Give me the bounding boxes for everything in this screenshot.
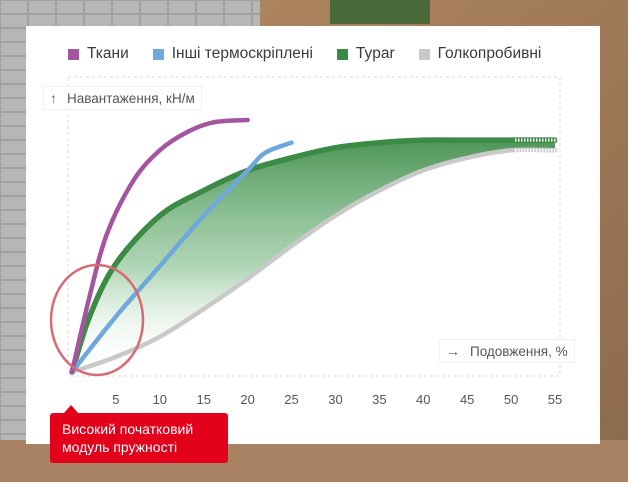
arrow-up-icon: ↑ bbox=[50, 90, 57, 106]
highlight-ellipse bbox=[49, 263, 145, 377]
series-line-needlepunched bbox=[69, 147, 558, 375]
x-axis-label: → Подовження, % bbox=[440, 340, 574, 362]
y-axis-label-text: Навантаження, кН/м bbox=[67, 90, 195, 106]
x-tick-label: 20 bbox=[240, 392, 254, 407]
plot-frame bbox=[67, 76, 561, 377]
x-tick-label: 25 bbox=[284, 392, 298, 407]
series-line-typar bbox=[69, 137, 558, 375]
x-tick-label: 15 bbox=[196, 392, 210, 407]
x-tick-label: 30 bbox=[328, 392, 342, 407]
x-tick-label: 50 bbox=[504, 392, 518, 407]
arrow-right-icon: → bbox=[446, 343, 460, 359]
legend-swatch bbox=[68, 48, 79, 60]
x-axis-label-text: Подовження, % bbox=[470, 343, 568, 359]
x-tick-label: 10 bbox=[153, 392, 167, 407]
callout-line-2: модуль пружності bbox=[62, 439, 178, 455]
x-tick-label: 35 bbox=[372, 392, 386, 407]
legend-label: Ткани bbox=[87, 45, 129, 62]
x-tick-label: 55 bbox=[548, 392, 562, 407]
x-tick-label: 40 bbox=[416, 392, 430, 407]
legend-swatch bbox=[418, 48, 430, 60]
x-tick-label: 5 bbox=[112, 392, 119, 407]
series-line-tkany bbox=[69, 117, 250, 375]
callout-pointer bbox=[64, 405, 78, 413]
y-axis-label: ↑ Навантаження, кН/м bbox=[44, 87, 201, 109]
legend: Ткани Інші термоскріплені Typar Голкопро… bbox=[68, 45, 541, 63]
legend-item-typar: Typar bbox=[336, 45, 395, 63]
x-tick-label: 45 bbox=[460, 392, 474, 407]
callout-box: Високий початковий модуль пружності bbox=[50, 413, 228, 463]
typar-area-fill bbox=[72, 139, 555, 372]
legend-item-tkany: Ткани bbox=[68, 45, 129, 63]
legend-label: Typar bbox=[355, 45, 395, 62]
legend-label: Інші термоскріплені bbox=[171, 45, 313, 62]
legend-swatch bbox=[152, 48, 164, 60]
legend-swatch bbox=[336, 48, 348, 60]
series-line-thermobonded bbox=[69, 140, 294, 375]
legend-item-needlepunched: Голкопробивні bbox=[418, 45, 542, 63]
legend-item-thermobonded: Інші термоскріплені bbox=[152, 45, 313, 63]
callout-line-1: Високий початковий bbox=[62, 421, 194, 437]
legend-label: Голкопробивні bbox=[437, 45, 542, 62]
